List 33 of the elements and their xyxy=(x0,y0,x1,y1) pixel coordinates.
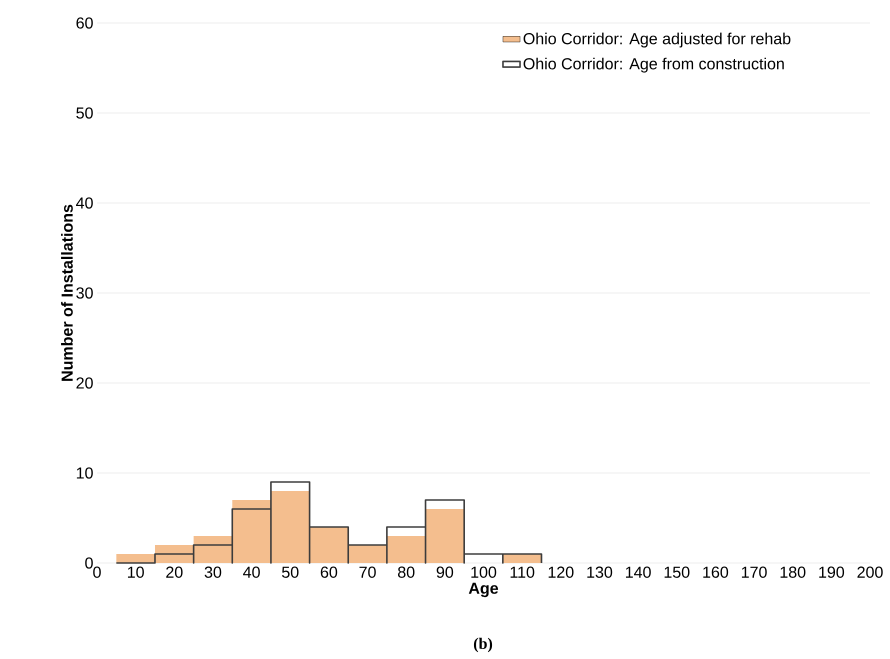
y-tick-label: 0 xyxy=(85,557,93,569)
x-tick-label: 10 xyxy=(128,566,144,578)
x-tick-label: 60 xyxy=(320,566,338,578)
x-tick-label: 140 xyxy=(626,566,651,578)
x-tick-label: 20 xyxy=(166,566,183,578)
y-axis-title: Number of Installations xyxy=(61,204,73,381)
x-tick-label: 190 xyxy=(819,566,844,578)
y-tick-label: 60 xyxy=(76,17,93,29)
y-tick-label: 30 xyxy=(76,287,93,299)
x-tick-label: 50 xyxy=(282,566,299,578)
x-tick-label: 100 xyxy=(471,566,496,578)
x-tick-label: 200 xyxy=(857,566,883,578)
x-tick-label: 160 xyxy=(703,566,728,578)
x-tick-label: 30 xyxy=(204,566,222,578)
y-tick-label: 40 xyxy=(76,197,93,209)
y-tick-label: 10 xyxy=(76,467,93,479)
x-tick-label: 150 xyxy=(664,566,690,578)
x-tick-label: 80 xyxy=(398,566,414,578)
x-tick-label: 170 xyxy=(742,566,767,578)
x-axis-title: Age xyxy=(468,582,498,598)
legend-label: Ohio Corridor: Age adjusted for rehab xyxy=(524,32,790,48)
legend-label: Ohio Corridor: Age from construction xyxy=(524,58,784,73)
x-tick-label: 40 xyxy=(243,566,260,578)
x-tick-label: 130 xyxy=(587,566,612,578)
y-tick-label: 20 xyxy=(76,377,93,389)
y-tick-label: 50 xyxy=(76,107,93,119)
x-tick-label: 180 xyxy=(780,566,806,578)
x-tick-label: 90 xyxy=(436,566,454,578)
x-tick-label: 70 xyxy=(359,566,376,578)
text: (b) xyxy=(474,638,492,652)
x-tick-label: 0 xyxy=(93,566,101,578)
x-tick-label: 110 xyxy=(510,566,534,578)
x-tick-label: 120 xyxy=(548,566,574,578)
